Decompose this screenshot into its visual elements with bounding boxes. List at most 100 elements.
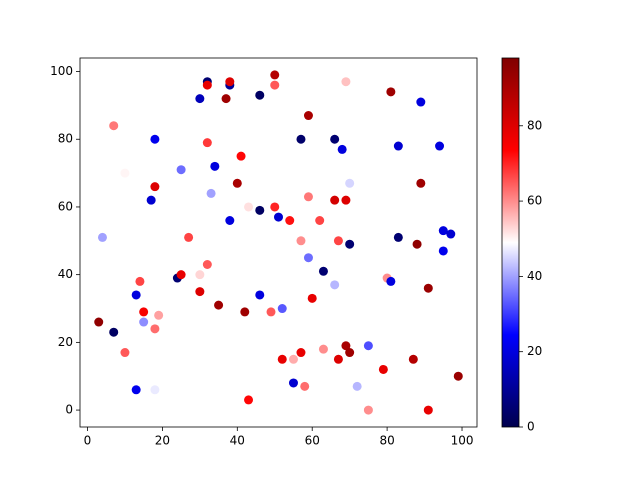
scatter-point <box>270 70 280 80</box>
scatter-point <box>337 144 347 154</box>
scatter-point <box>139 307 149 317</box>
y-tick-label: 60 <box>58 199 73 213</box>
scatter-point <box>120 348 130 358</box>
scatter-point <box>210 161 220 171</box>
scatter-point <box>202 138 212 148</box>
scatter-point <box>255 290 265 300</box>
scatter-point <box>255 90 265 100</box>
scatter-point <box>236 151 246 161</box>
colorbar-tick-label: 80 <box>527 118 542 132</box>
scatter-point <box>330 134 340 144</box>
scatter-point <box>150 324 160 334</box>
scatter-point <box>333 354 343 364</box>
y-tick-label: 40 <box>58 267 73 281</box>
colorbar-tick-label: 20 <box>527 344 542 358</box>
scatter-point <box>131 385 141 395</box>
scatter-point <box>416 97 426 107</box>
scatter-point <box>150 182 160 192</box>
scatter-point <box>131 290 141 300</box>
scatter-point <box>296 348 306 358</box>
x-tick-label: 40 <box>230 434 245 448</box>
scatter-point <box>345 178 355 188</box>
scatter-point <box>438 226 448 236</box>
scatter-point <box>341 77 351 87</box>
scatter-point <box>300 381 310 391</box>
x-tick-label: 20 <box>155 434 170 448</box>
scatter-point <box>288 354 298 364</box>
scatter-point <box>296 134 306 144</box>
scatter-point <box>266 307 276 317</box>
scatter-point <box>318 266 328 276</box>
scatter-point <box>341 341 351 351</box>
y-tick-label: 80 <box>58 132 73 146</box>
scatter-point <box>109 121 119 131</box>
scatter-point <box>277 304 287 314</box>
scatter-point <box>270 202 280 212</box>
scatter-point <box>453 371 463 381</box>
scatter-point <box>341 195 351 205</box>
scatter-point <box>345 239 355 249</box>
x-tick-label: 80 <box>379 434 394 448</box>
scatter-point <box>255 205 265 215</box>
scatter-point <box>195 287 205 297</box>
scatter-point <box>274 212 283 222</box>
scatter-point <box>109 327 119 337</box>
scatter-point <box>303 192 313 202</box>
colorbar-tick-label: 40 <box>527 269 542 283</box>
scatter-point <box>150 385 160 395</box>
scatter-point <box>221 94 231 104</box>
scatter-point <box>330 280 340 290</box>
scatter-point <box>184 232 194 242</box>
scatter-point <box>345 348 355 358</box>
scatter-point <box>97 232 107 242</box>
scatter-point <box>318 344 328 354</box>
scatter-point <box>277 354 287 364</box>
scatter-point <box>225 215 235 225</box>
scatter-point <box>446 229 456 239</box>
scatter-point <box>139 317 149 327</box>
colorbar-tick-label: 60 <box>527 194 542 208</box>
scatter-point <box>154 310 164 320</box>
scatter-point <box>363 341 373 351</box>
scatter-point <box>438 246 448 256</box>
scatter-point <box>296 236 306 246</box>
scatter-point <box>150 134 160 144</box>
scatter-point <box>412 239 422 249</box>
scatter-point <box>386 276 396 286</box>
scatter-point <box>307 293 317 303</box>
scatter-point <box>176 165 186 175</box>
scatter-point <box>195 94 205 104</box>
scatter-point <box>423 405 433 415</box>
scatter-point <box>146 195 156 205</box>
scatter-point <box>363 405 373 415</box>
scatter-point <box>416 178 426 188</box>
scatter-point <box>176 270 186 280</box>
scatter-point <box>378 364 388 374</box>
y-tick-label: 0 <box>65 403 73 417</box>
scatter-point <box>303 253 313 263</box>
scatter-point <box>435 141 445 151</box>
scatter-point <box>393 232 403 242</box>
scatter-point <box>195 270 205 280</box>
scatter-point <box>232 178 242 188</box>
scatter-point <box>135 276 145 286</box>
scatter-point <box>393 141 403 151</box>
scatter-point <box>352 381 362 391</box>
scatter-point <box>202 80 212 90</box>
plot-frame <box>79 57 478 428</box>
x-tick-label: 60 <box>305 434 320 448</box>
scatter-point <box>285 215 295 225</box>
scatter-point <box>225 77 235 87</box>
scatter-point <box>330 195 340 205</box>
scatter-point <box>270 80 280 90</box>
scatter-point <box>202 260 212 270</box>
x-tick-label: 100 <box>451 434 474 448</box>
scatter-point <box>214 300 224 310</box>
scatter-point <box>244 202 254 212</box>
scatter-point <box>423 283 433 293</box>
scatter-point <box>288 378 298 388</box>
y-tick-label: 100 <box>50 64 73 78</box>
scatter-point <box>303 111 313 121</box>
scatter-point <box>333 236 343 246</box>
